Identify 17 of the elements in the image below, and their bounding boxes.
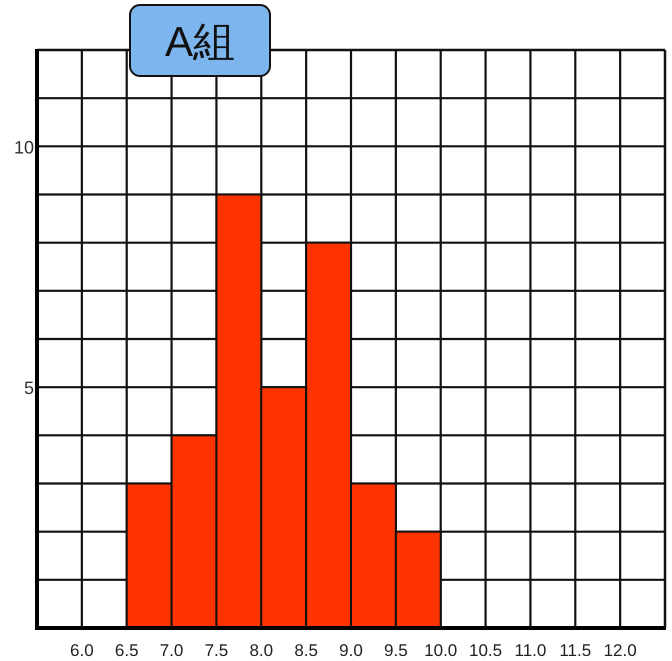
x-tick-label: 11.5 — [559, 641, 592, 660]
x-tick-label: 12.0 — [604, 641, 637, 660]
x-tick-label: 8.5 — [294, 641, 318, 660]
x-tick-label: 7.5 — [204, 641, 228, 660]
x-tick-label: 9.5 — [384, 641, 408, 660]
x-tick-label: 7.0 — [160, 641, 184, 660]
x-tick-label: 9.0 — [339, 641, 363, 660]
y-tick-label: 10 — [14, 137, 34, 158]
y-tick-label: 5 — [24, 378, 34, 398]
x-tick-label: 10.0 — [424, 641, 458, 660]
x-tick-label: 11.0 — [514, 641, 546, 660]
title: A組 — [129, 4, 271, 77]
x-tick-label: 6.0 — [70, 641, 94, 660]
chart-title: A組 — [164, 18, 236, 65]
x-tick-label: 10.5 — [469, 641, 502, 660]
x-tick-label: 6.5 — [114, 641, 139, 660]
x-tick-label: 8.0 — [249, 641, 274, 660]
